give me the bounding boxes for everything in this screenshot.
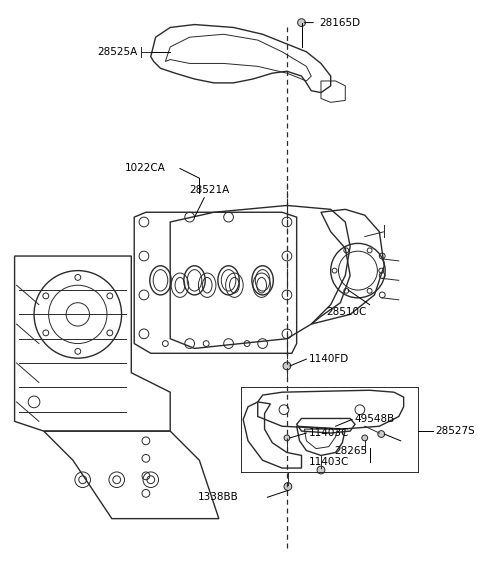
Text: 28525A: 28525A bbox=[97, 47, 137, 57]
Circle shape bbox=[284, 483, 292, 490]
Text: 28521A: 28521A bbox=[190, 185, 230, 195]
Circle shape bbox=[362, 435, 368, 441]
Text: 1140FD: 1140FD bbox=[308, 354, 348, 364]
Text: 11403C: 11403C bbox=[308, 428, 348, 438]
Circle shape bbox=[284, 435, 290, 441]
Circle shape bbox=[283, 362, 291, 370]
Circle shape bbox=[298, 19, 305, 26]
Text: 49548B: 49548B bbox=[354, 414, 394, 425]
Circle shape bbox=[317, 466, 325, 474]
Text: 28510C: 28510C bbox=[326, 308, 366, 318]
Text: 28527S: 28527S bbox=[435, 426, 475, 436]
Text: 28165D: 28165D bbox=[319, 18, 360, 27]
Text: 1022CA: 1022CA bbox=[124, 163, 165, 174]
Circle shape bbox=[378, 431, 384, 438]
Text: 11403C: 11403C bbox=[308, 457, 348, 467]
Text: 28265: 28265 bbox=[335, 446, 368, 456]
Text: 1338BB: 1338BB bbox=[198, 492, 238, 503]
